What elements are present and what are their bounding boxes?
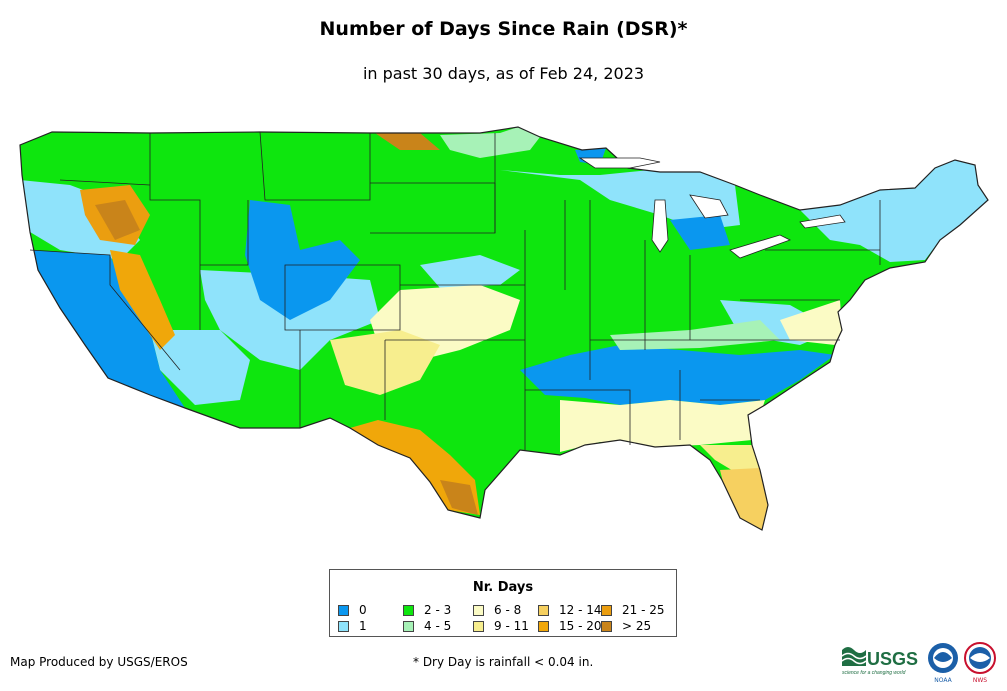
agency-logos: USGS science for a changing world NOAA N… — [841, 642, 996, 684]
region-over-25-days-idaho — [95, 200, 140, 240]
region-6-8-days-gulf-coast — [560, 400, 765, 452]
legend-swatch — [601, 604, 612, 616]
legend-swatch — [473, 620, 484, 632]
region-9-11-days-florida — [700, 445, 760, 475]
legend-label: 2 - 3 — [424, 603, 452, 617]
region-1-day-kansas — [420, 255, 520, 288]
footnote-text: * Dry Day is rainfall < 0.04 in. — [413, 655, 594, 669]
legend-item-12-14: 12 - 14 — [538, 603, 602, 617]
region-over-25-days-texas-south — [440, 480, 478, 515]
region-1-day-arizona — [150, 330, 250, 405]
legend-item-9-11: 9 - 11 — [473, 619, 529, 633]
legend-item-0: 0 — [338, 603, 367, 617]
legend: Nr. Days 0 1 2 - 3 4 - 5 6 - 8 9 - 11 12… — [329, 569, 677, 637]
map-subtitle: in past 30 days, as of Feb 24, 2023 — [362, 64, 645, 83]
credit-text: Map Produced by USGS/EROS — [10, 655, 188, 669]
legend-item-over-25: > 25 — [601, 619, 651, 633]
legend-label: 0 — [359, 603, 367, 617]
region-0-days-colorado — [245, 200, 360, 320]
region-6-8-days-virginia — [780, 300, 842, 345]
legend-label: 1 — [359, 619, 367, 633]
legend-label: 6 - 8 — [494, 603, 522, 617]
rainfall-regions — [20, 127, 988, 530]
usgs-wordmark: USGS — [867, 649, 918, 669]
legend-label: 9 - 11 — [494, 619, 529, 633]
legend-label: 12 - 14 — [559, 603, 602, 617]
legend-swatch — [403, 604, 414, 616]
legend-swatch — [473, 604, 484, 616]
legend-item-15-20: 15 - 20 — [538, 619, 602, 633]
legend-swatch — [601, 620, 612, 632]
usgs-tagline: science for a changing world — [842, 670, 906, 676]
nws-logo: NWS — [964, 642, 996, 684]
map-title: Number of Days Since Rain (DSR)* — [319, 18, 688, 40]
region-15-20-days-nevada — [110, 250, 175, 350]
usgs-logo: USGS science for a changing world — [841, 647, 918, 676]
great-lakes — [578, 157, 846, 259]
legend-swatch — [403, 620, 414, 632]
region-0-days-california — [30, 250, 185, 408]
region-over-25-days-north-dakota — [375, 133, 440, 150]
legend-item-1: 1 — [338, 619, 367, 633]
legend-swatch — [338, 604, 349, 616]
nws-label: NWS — [973, 677, 987, 684]
region-4-5-days-tennessee — [610, 320, 780, 350]
legend-item-4-5: 4 - 5 — [403, 619, 451, 633]
legend-title: Nr. Days — [472, 580, 534, 595]
us-dsr-map — [19, 126, 989, 531]
legend-label: 4 - 5 — [424, 619, 452, 633]
legend-swatch — [338, 620, 349, 632]
legend-label: 21 - 25 — [622, 603, 665, 617]
legend-swatch — [538, 620, 549, 632]
noaa-label: NOAA — [934, 677, 952, 684]
legend-item-2-3: 2 - 3 — [403, 603, 451, 617]
noaa-logo: NOAA — [928, 643, 958, 684]
legend-label: 15 - 20 — [559, 619, 602, 633]
legend-item-21-25: 21 - 25 — [601, 603, 665, 617]
region-4-5-days-north-plains — [440, 127, 540, 158]
legend-swatch — [538, 604, 549, 616]
state-borders — [29, 131, 881, 450]
legend-label: > 25 — [622, 619, 652, 633]
region-1-day-great-lakes — [500, 170, 740, 230]
region-0-days-michigan — [670, 215, 730, 250]
region-12-14-days-florida — [720, 468, 768, 530]
legend-item-6-8: 6 - 8 — [473, 603, 521, 617]
region-1-day-northeast — [800, 160, 988, 262]
